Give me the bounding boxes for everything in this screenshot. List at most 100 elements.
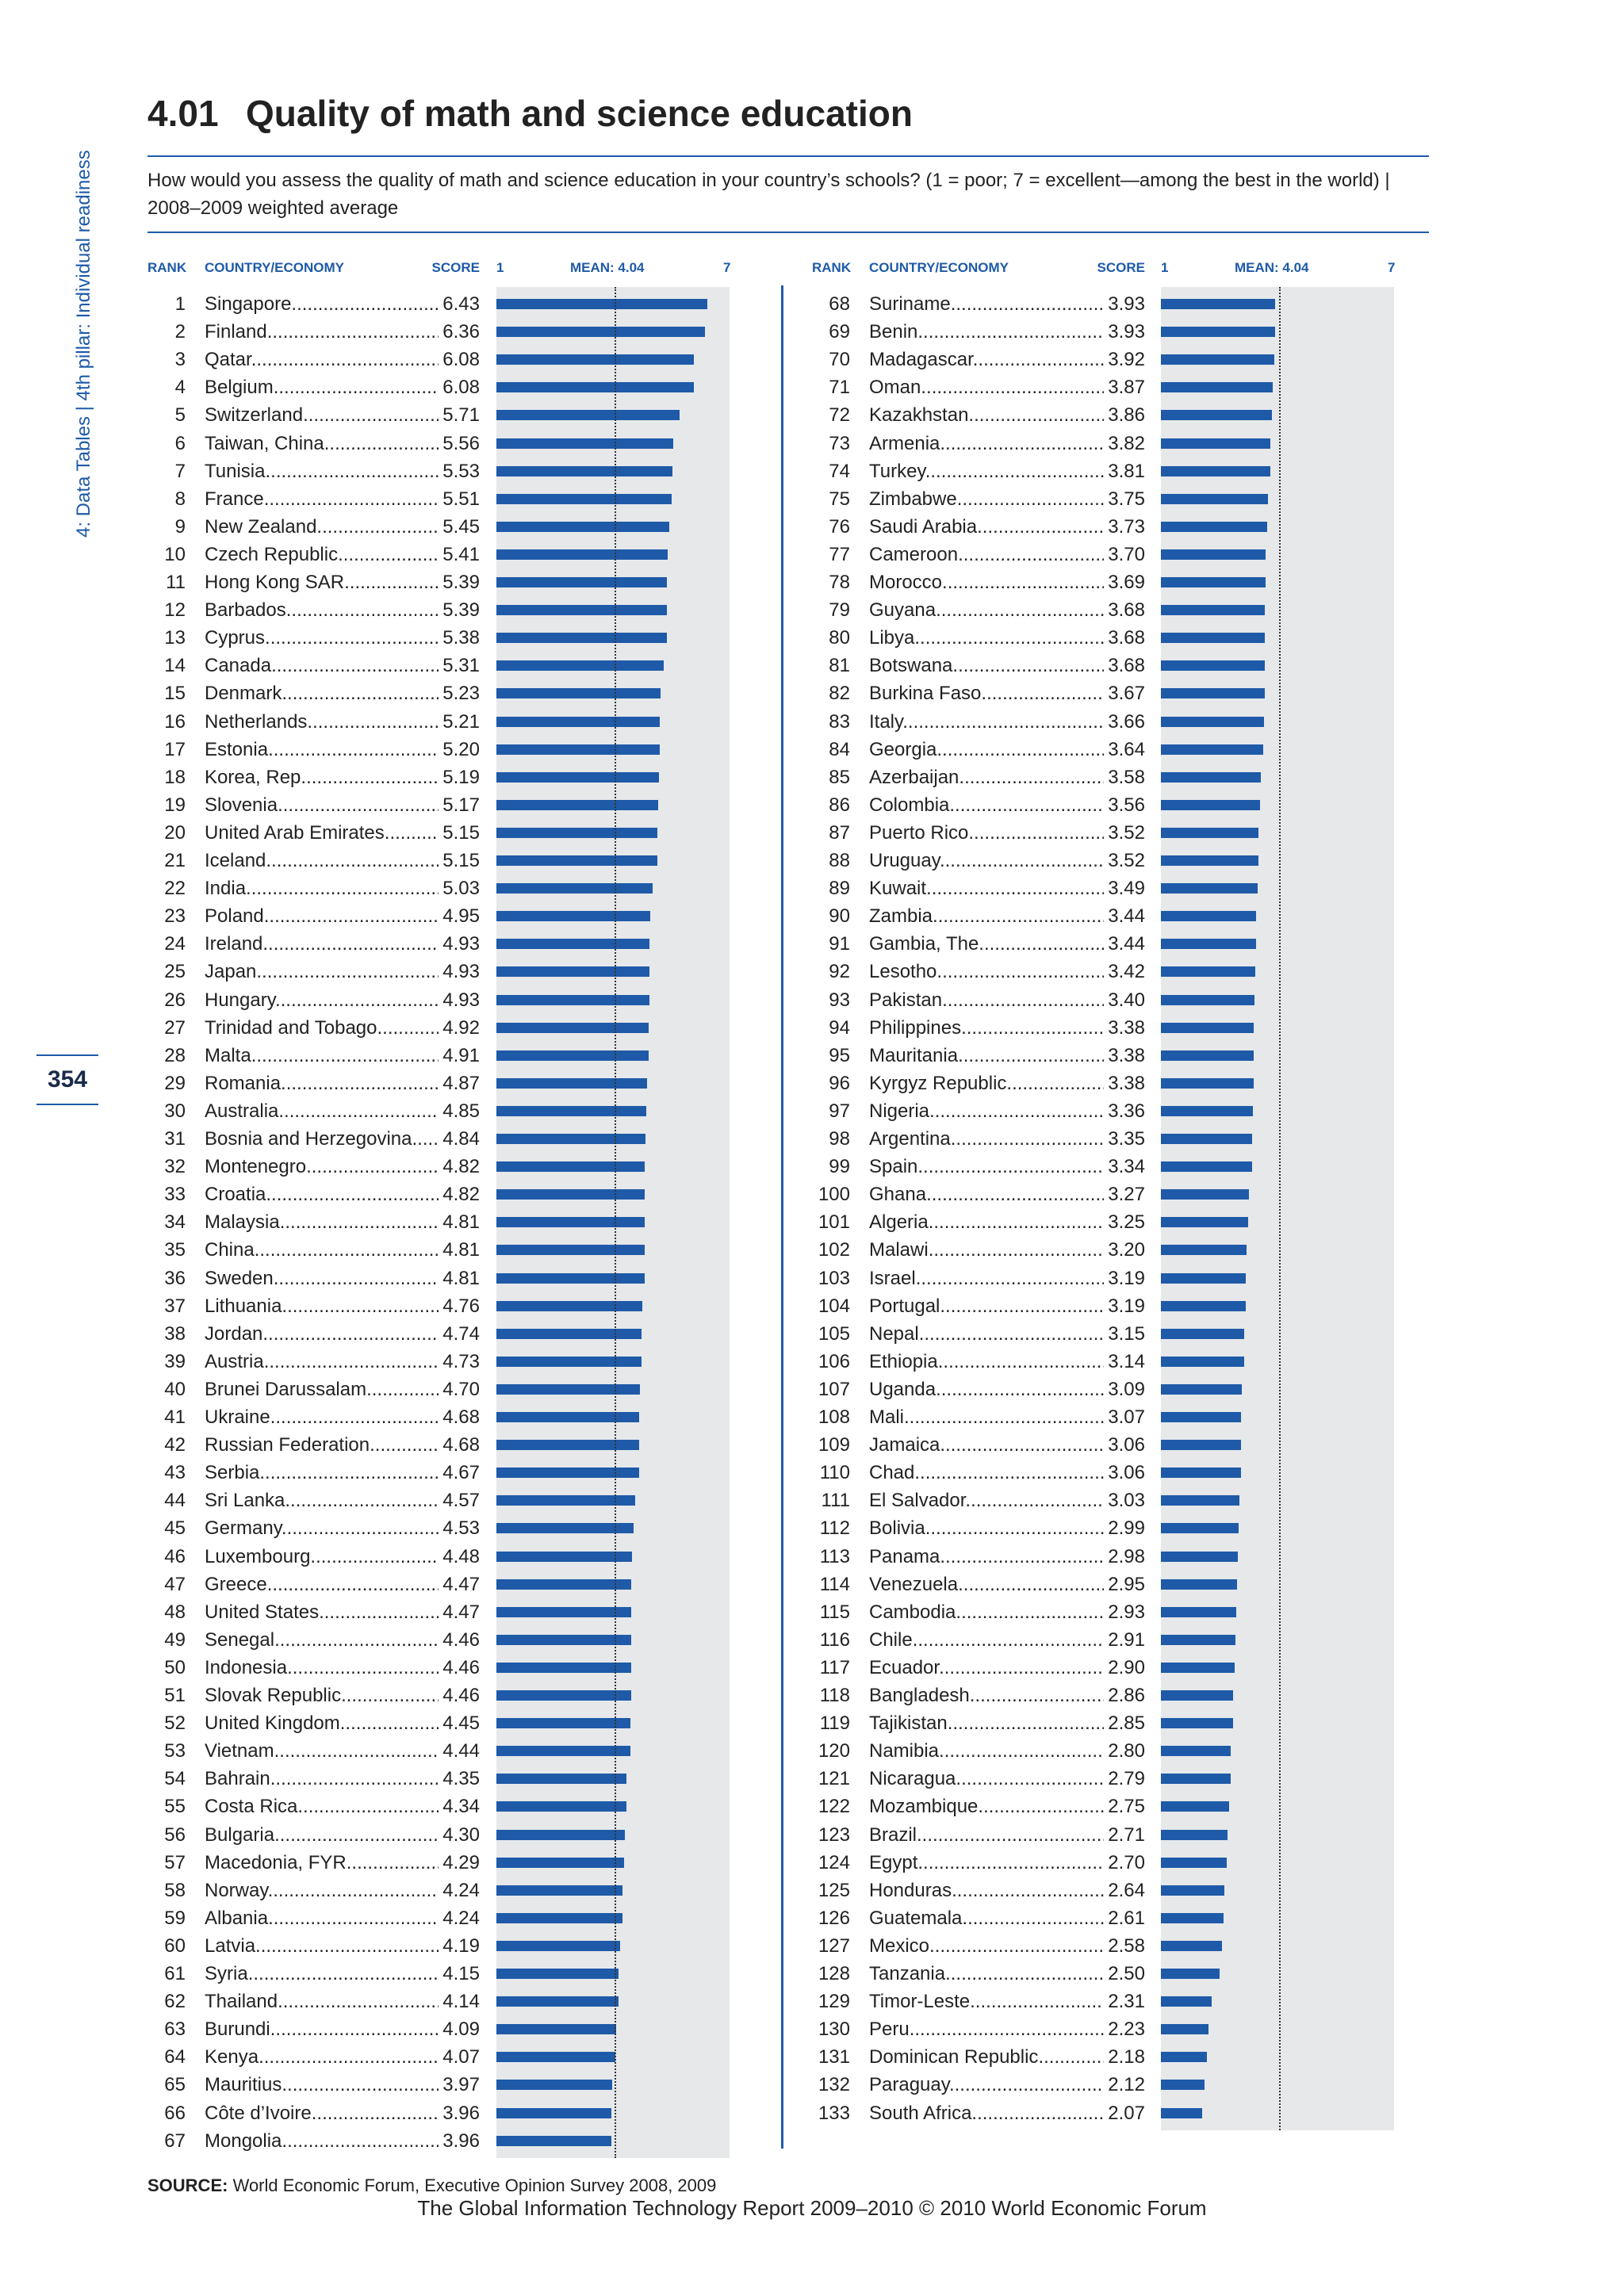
score-bar [496,1885,622,1896]
rank-cell: 57 [164,1851,186,1873]
score-cell: 4.45 [441,1709,480,1738]
country-cell: Japan...................................… [205,958,439,985]
country-cell: Cambodia................................… [869,1598,1104,1626]
leader-dots: ........................................… [904,1406,1104,1428]
score-cell: 3.35 [1106,1125,1145,1153]
rank-cell: 11 [166,572,186,593]
leader-dots: ........................................… [324,432,439,454]
country-cell: Mozambique..............................… [869,1793,1104,1820]
score-bar [1161,1912,1224,1923]
score-cell: 5.15 [441,847,480,874]
country-cell: Indonesia...............................… [205,1654,439,1682]
country-cell: Singapore...............................… [205,290,439,318]
country-name: Guatemala [869,1907,963,1929]
leader-dots: ........................................… [377,1016,439,1039]
page-title: Quality of math and science education [246,93,913,134]
table-row: 106 Ethiopia.............................… [812,1347,1145,1376]
rank-cell: 68 [829,293,850,315]
rank-cell: 122 [818,1796,850,1818]
country-cell: Greece..................................… [205,1571,439,1598]
score-bar [496,1440,640,1451]
score-cell: 5.15 [441,818,480,847]
table-row: 8 France.................................… [147,484,480,513]
score-bar [496,660,665,672]
score-cell: 6.08 [441,373,480,402]
table-row: 96 Kyrgyz Republic.......................… [812,1069,1145,1097]
country-name: United Arab Emirates [205,821,385,844]
country-name: Italy [869,710,903,733]
score-bar [1161,855,1259,866]
rank-cell: 64 [164,2046,186,2068]
score-bar [496,438,674,449]
score-bar [496,1161,645,1173]
table-row: 16 Netherlands...........................… [147,707,480,736]
country-name: Saudi Arabia [869,515,978,538]
score-cell: 2.91 [1106,1625,1145,1654]
table-row: 118 Bangladesh...........................… [812,1682,1145,1709]
score-cell: 5.51 [441,484,480,513]
score-bar [496,299,708,309]
country-cell: Paraguay................................… [869,2071,1104,2099]
leader-dots: ........................................… [940,1434,1104,1456]
country-cell: New Zealand.............................… [205,513,439,541]
country-name: Jamaica [869,1434,940,1456]
country-cell: Cyprus..................................… [205,624,439,652]
score-cell: 5.45 [441,512,480,541]
rank-cell: 101 [818,1211,850,1234]
score-cell: 2.85 [1106,1709,1145,1738]
country-cell: Panama..................................… [869,1543,1104,1571]
country-cell: Madagascar..............................… [869,346,1104,373]
leader-dots: ........................................… [978,1796,1104,1818]
score-bar [496,1606,632,1617]
leader-dots: ........................................… [307,710,439,733]
leader-dots: ........................................… [965,1490,1104,1512]
score-bar [496,883,653,894]
score-cell: 4.82 [441,1153,480,1181]
table-row: 124 Egypt................................… [812,1848,1145,1877]
table-row: 53 Vietnam...............................… [147,1737,480,1766]
leader-dots: ........................................… [956,1768,1104,1790]
rank-cell: 87 [829,821,850,844]
table-row: 61 Syria.................................… [147,1960,480,1988]
leader-dots: ........................................… [268,738,439,760]
country-name: Slovak Republic [205,1685,342,1706]
score-bar [1161,577,1266,587]
leader-dots: ........................................… [937,1350,1104,1372]
leader-dots: ........................................… [962,1907,1104,1929]
rank-cell: 70 [829,349,850,371]
leader-dots: ........................................… [282,2074,439,2096]
score-cell: 3.66 [1106,707,1145,736]
rank-cell: 91 [829,933,850,955]
country-cell: Romania.................................… [205,1070,439,1097]
country-name: Ghana [869,1184,927,1206]
leader-dots: ........................................… [952,1879,1104,1901]
rank-cell: 12 [164,599,186,622]
rank-cell: 119 [819,1712,850,1735]
country-name: Estonia [205,738,269,760]
leader-dots: ........................................… [917,1156,1104,1178]
score-bar [496,966,649,978]
leader-dots: ........................................… [970,1991,1104,2013]
country-name: Guyana [869,599,936,622]
table-row: 95 Mauritania............................… [812,1041,1145,1070]
country-cell: Azerbaijan..............................… [869,763,1104,791]
leader-dots: ........................................… [961,1016,1104,1039]
rank-cell: 84 [829,738,850,760]
score-bar [1161,1272,1247,1284]
score-bar [1161,465,1270,476]
table-row: 24 Ireland...............................… [147,930,480,959]
country-cell: Egypt...................................… [869,1849,1104,1877]
table-row: 43 Serbia................................… [147,1459,480,1487]
score-bar [1161,1801,1229,1812]
mean-line [614,287,616,2158]
rank-cell: 110 [819,1462,850,1484]
score-cell: 3.93 [1106,290,1145,318]
table-row: 18 Korea, Rep............................… [147,763,480,791]
leader-dots: ........................................… [278,1100,439,1122]
score-bar [1161,521,1267,532]
country-name: Paraguay [869,2074,949,2096]
table-row: 127 Mexico...............................… [812,1931,1145,1960]
table-row: 115 Cambodia.............................… [812,1598,1145,1626]
leader-dots: ........................................… [968,404,1104,427]
mean-label: MEAN: 4.04 [569,260,645,275]
